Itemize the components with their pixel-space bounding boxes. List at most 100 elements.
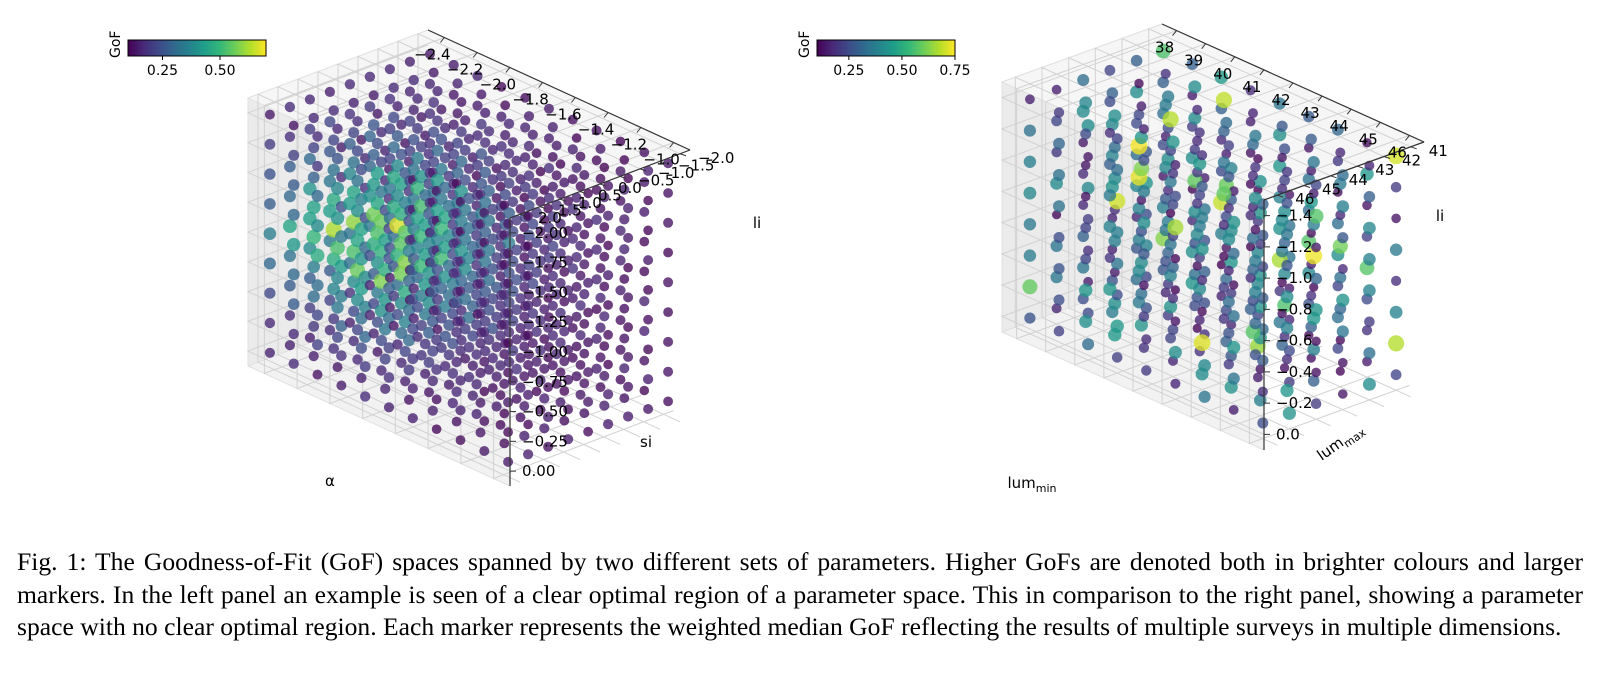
p1-marker bbox=[311, 219, 324, 233]
p1-marker bbox=[463, 342, 475, 353]
p2-marker bbox=[1104, 64, 1116, 76]
p1-marker bbox=[643, 165, 654, 176]
p2-marker bbox=[1310, 398, 1322, 410]
p2-marker bbox=[1307, 343, 1320, 356]
p1-marker bbox=[502, 236, 516, 250]
p1-marker bbox=[511, 334, 522, 345]
p1-marker bbox=[499, 408, 510, 419]
p1-marker bbox=[555, 248, 566, 259]
p1-marker bbox=[563, 196, 573, 206]
p2-gridline-x bbox=[1190, 108, 1352, 418]
p2-marker bbox=[1248, 191, 1262, 205]
p1-marker bbox=[591, 304, 602, 315]
p2-marker bbox=[1160, 68, 1171, 79]
p1-marker bbox=[511, 304, 522, 315]
p1-y-tick bbox=[519, 213, 527, 217]
p2-marker bbox=[1192, 135, 1203, 146]
p1-marker bbox=[639, 266, 650, 277]
p1-marker bbox=[603, 419, 614, 430]
p2-x-tick-label: 39 bbox=[1184, 52, 1203, 70]
p1-marker bbox=[395, 148, 408, 161]
p1-marker bbox=[507, 345, 519, 357]
p1-marker bbox=[332, 331, 343, 343]
p1-marker bbox=[443, 319, 455, 331]
p2-marker bbox=[1337, 264, 1348, 274]
p1-marker bbox=[431, 144, 444, 157]
p2-marker bbox=[1053, 294, 1065, 306]
p2-marker bbox=[1280, 321, 1294, 335]
p2-marker bbox=[1337, 232, 1349, 244]
p1-marker bbox=[543, 352, 553, 363]
p1-marker bbox=[535, 166, 546, 177]
p2-marker bbox=[1311, 336, 1321, 346]
p1-marker bbox=[324, 145, 336, 158]
p2-marker bbox=[1137, 185, 1151, 198]
p2-marker bbox=[1194, 127, 1205, 138]
p1-marker bbox=[503, 207, 515, 220]
p1-marker bbox=[467, 181, 478, 193]
p1-marker bbox=[503, 296, 515, 308]
p1-y-tick bbox=[619, 175, 627, 179]
p2-marker bbox=[1186, 58, 1199, 70]
p2-x-tick-label: 38 bbox=[1155, 39, 1174, 57]
p2-marker bbox=[1335, 147, 1346, 158]
p2-x-tick bbox=[1201, 43, 1207, 49]
p1-marker bbox=[523, 419, 533, 430]
p1-marker bbox=[643, 225, 653, 236]
p1-marker bbox=[487, 233, 499, 245]
p1-marker bbox=[503, 148, 515, 159]
p2-z-tick-label: −0.6 bbox=[1276, 332, 1312, 350]
p1-marker bbox=[579, 259, 590, 270]
p2-marker bbox=[1165, 332, 1176, 344]
p2-gridline-x bbox=[1132, 82, 1294, 392]
p2-marker bbox=[1308, 188, 1319, 199]
p1-marker bbox=[475, 397, 486, 408]
p1-x-tick bbox=[570, 97, 576, 103]
p1-marker bbox=[563, 285, 574, 296]
p2-marker bbox=[1164, 300, 1178, 314]
p1-colorbar-label: GoF bbox=[108, 31, 124, 58]
p1-marker bbox=[619, 244, 630, 255]
p1-marker bbox=[591, 125, 602, 136]
p1-marker bbox=[527, 338, 538, 349]
p1-marker bbox=[535, 255, 546, 267]
p1-marker bbox=[471, 408, 482, 420]
p1-x-tick bbox=[538, 82, 544, 88]
p2-marker bbox=[1223, 171, 1235, 183]
p1-z-tick-label: −1.50 bbox=[522, 283, 568, 301]
p1-marker bbox=[404, 115, 416, 127]
p1-y-tick-label: −1.5 bbox=[678, 156, 714, 174]
p1-marker bbox=[555, 188, 566, 199]
p1-marker bbox=[515, 382, 526, 393]
p1-marker bbox=[491, 311, 502, 323]
p2-x-tick bbox=[1375, 122, 1381, 128]
p1-marker bbox=[284, 279, 296, 292]
p1-marker bbox=[384, 123, 396, 135]
p2-marker bbox=[1053, 200, 1065, 213]
p2-x-tick bbox=[1172, 30, 1177, 36]
p1-marker bbox=[475, 178, 488, 190]
p1-marker bbox=[555, 218, 566, 229]
p1-marker bbox=[559, 237, 570, 248]
p1-marker bbox=[332, 362, 343, 373]
p1-marker bbox=[404, 56, 415, 67]
p1-marker bbox=[480, 137, 491, 148]
p1-marker bbox=[551, 229, 562, 241]
p1-marker bbox=[407, 383, 418, 394]
p2-marker bbox=[1249, 129, 1262, 142]
p1-marker bbox=[443, 379, 455, 390]
p1-marker bbox=[663, 188, 673, 198]
left-panel-ticks: −2.4−2.2−2.0−1.8−1.6−1.4−1.2−1.0 −2.0−1.5… bbox=[325, 29, 761, 490]
p2-gridline-x bbox=[1161, 95, 1323, 405]
p1-marker bbox=[471, 349, 482, 360]
p2-marker bbox=[1216, 186, 1232, 202]
p1-marker bbox=[599, 281, 610, 292]
p2-marker bbox=[1336, 325, 1349, 338]
p1-marker bbox=[472, 159, 483, 171]
p1-marker bbox=[531, 177, 542, 188]
p1-marker bbox=[304, 94, 315, 105]
p1-marker bbox=[475, 308, 486, 319]
p1-marker bbox=[623, 292, 634, 303]
p2-marker bbox=[1245, 148, 1256, 158]
p1-marker bbox=[311, 279, 324, 292]
